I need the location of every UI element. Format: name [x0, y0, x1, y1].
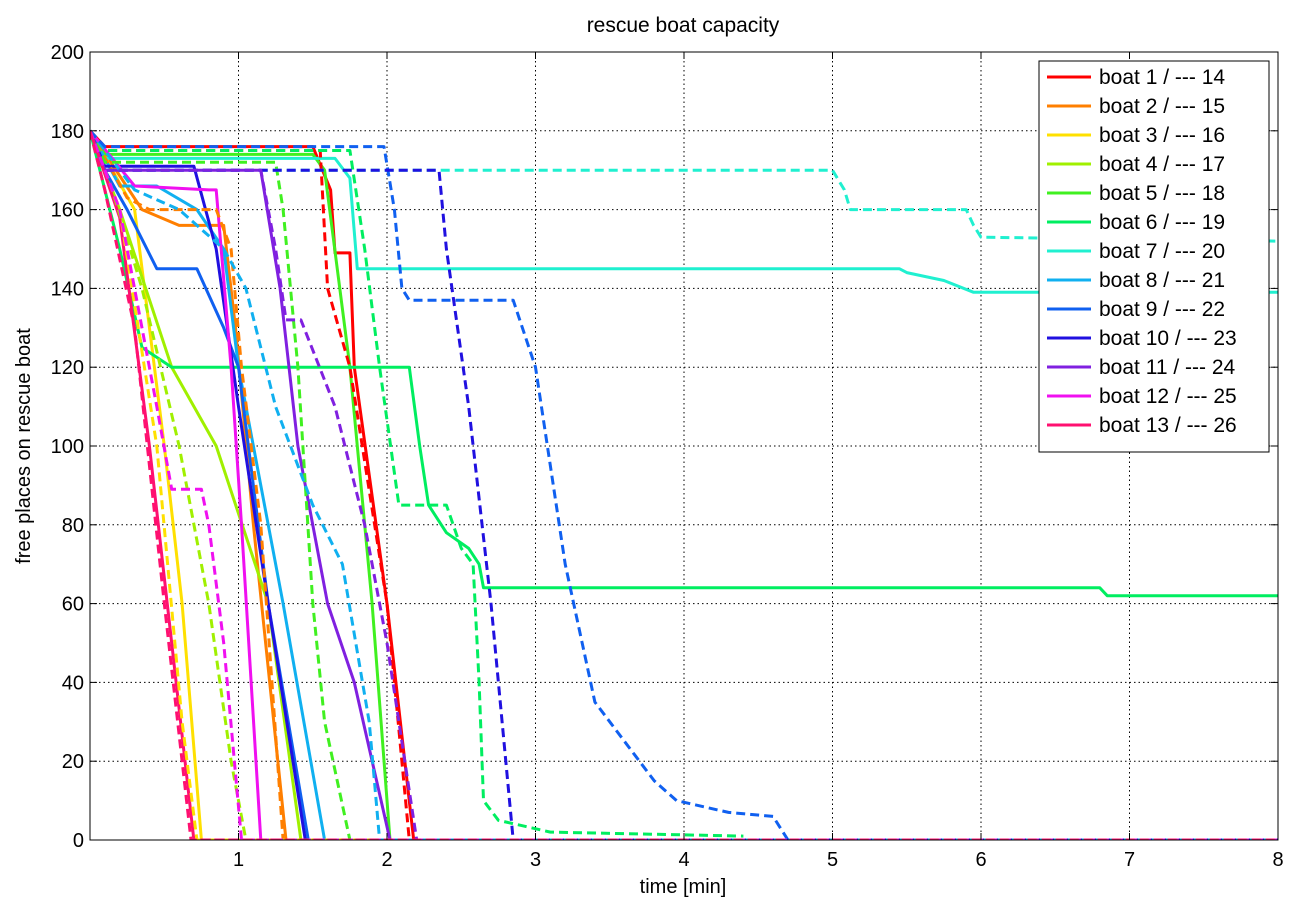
legend: boat 1 / --- 14 boat 2 / --- 15 boat 3 / -…: [1038, 60, 1270, 453]
series-line-boat-18: [90, 130, 1278, 840]
series-layer: [90, 129, 1278, 840]
legend-label: boat 2 / --- 15: [1099, 95, 1225, 118]
y-tick-label: 120: [51, 357, 84, 379]
series-line-boat-24: [90, 130, 1278, 840]
x-tick-label: 5: [827, 849, 838, 871]
legend-label: boat 10 / --- 23: [1099, 327, 1237, 350]
legend-label: boat 12 / --- 25: [1099, 385, 1237, 408]
legend-label: boat 5 / --- 18: [1099, 182, 1225, 205]
y-tick-label: 0: [73, 830, 84, 852]
legend-box: [1038, 60, 1270, 453]
x-tick-label: 4: [678, 849, 689, 871]
legend-label: boat 9 / --- 22: [1099, 298, 1225, 321]
series-line-boat-26: [90, 130, 1278, 840]
legend-label: boat 4 / --- 17: [1099, 153, 1225, 176]
y-axis-title: free places on rescue boat: [13, 328, 35, 564]
x-tick-label: 3: [530, 849, 541, 871]
x-tick-label: 2: [381, 849, 392, 871]
x-axis-title: time [min]: [640, 876, 727, 898]
series-line-boat-23: [90, 130, 1278, 840]
y-tick-label: 40: [62, 672, 84, 694]
legend-label: boat 7 / --- 20: [1099, 240, 1225, 263]
legend-label: boat 3 / --- 16: [1099, 124, 1225, 147]
x-tick-label: 7: [1124, 849, 1135, 871]
y-tick-label: 180: [51, 121, 84, 143]
y-tick-label: 160: [51, 200, 84, 222]
series-line-boat-17: [90, 130, 1278, 840]
x-tick-label: 8: [1272, 849, 1283, 871]
series-line-boat-5: [90, 130, 1278, 840]
series-line-boat-21: [90, 129, 1278, 840]
series-line-boat-19: [90, 129, 744, 838]
series-line-boat-25: [90, 130, 1278, 840]
y-tick-label: 100: [51, 436, 84, 458]
series-line-boat-7: [90, 130, 1278, 294]
x-tick-label: 1: [233, 849, 244, 871]
chart-title: rescue boat capacity: [587, 14, 780, 37]
legend-label: boat 13 / --- 26: [1099, 414, 1237, 437]
series-line-boat-11: [90, 130, 1278, 840]
x-tick-label: 6: [975, 849, 986, 871]
y-tick-label: 80: [62, 515, 84, 537]
legend-label: boat 8 / --- 21: [1099, 269, 1225, 292]
series-line-boat-1: [90, 129, 1278, 840]
legend-label: boat 1 / --- 14: [1099, 66, 1225, 89]
legend-label: boat 6 / --- 19: [1099, 211, 1225, 234]
y-tick-label: 200: [51, 42, 84, 64]
series-line-boat-2: [90, 129, 1278, 840]
legend-label: boat 11 / --- 24: [1099, 356, 1236, 379]
y-tick-label: 20: [62, 751, 84, 773]
y-tick-label: 140: [51, 278, 84, 300]
series-line-boat-12: [90, 129, 1278, 840]
series-line-boat-22: [90, 129, 1278, 840]
y-tick-label: 60: [62, 594, 84, 616]
series-line-boat-15: [90, 130, 1278, 840]
